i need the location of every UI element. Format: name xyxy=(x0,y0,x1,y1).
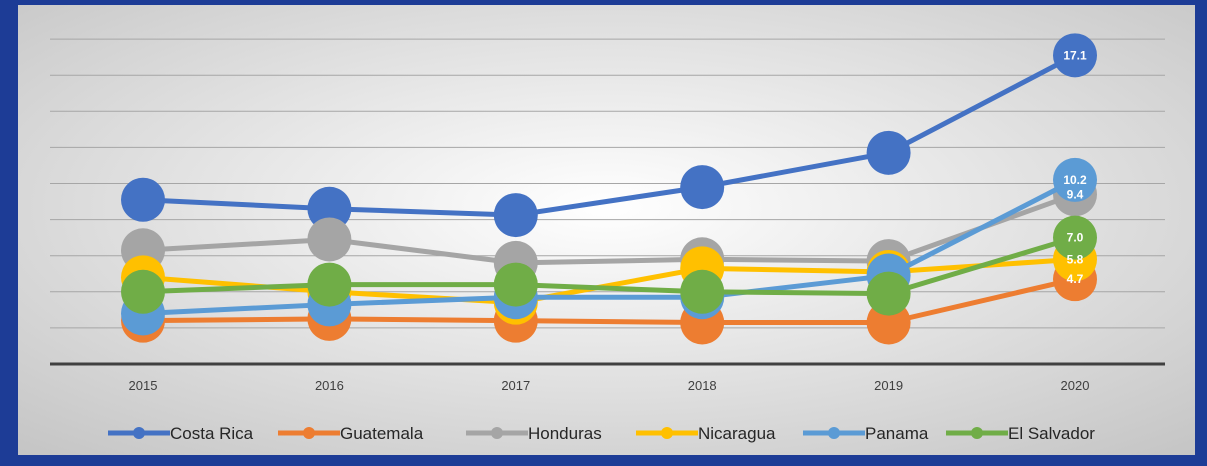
marker xyxy=(493,262,538,307)
series-line xyxy=(142,276,1076,325)
series-line xyxy=(142,191,1076,266)
marker xyxy=(1053,33,1097,78)
series-line xyxy=(142,177,1077,316)
series-line xyxy=(142,235,1076,297)
series-line xyxy=(142,53,1077,218)
legend-marker xyxy=(661,427,673,439)
marker xyxy=(680,269,725,314)
data-label: 5.8 xyxy=(1067,252,1084,266)
legend-label: Honduras xyxy=(528,424,602,443)
chart-panel xyxy=(18,5,1195,455)
x-tick-label: 2017 xyxy=(501,378,530,393)
marker xyxy=(307,262,352,307)
legend-marker xyxy=(971,427,983,439)
x-tick-label: 2015 xyxy=(129,378,158,393)
marker xyxy=(121,269,165,314)
data-label: 9.4 xyxy=(1067,187,1084,201)
legend-marker xyxy=(491,427,503,439)
legend-marker xyxy=(133,427,145,439)
marker xyxy=(1053,157,1097,202)
x-tick-label: 2020 xyxy=(1061,378,1090,393)
marker xyxy=(307,217,352,262)
legend-label: Panama xyxy=(865,424,929,443)
legend-label: Guatemala xyxy=(340,424,424,443)
marker xyxy=(680,165,725,210)
marker xyxy=(493,193,538,238)
legend-label: Nicaragua xyxy=(698,424,776,443)
marker xyxy=(866,271,911,316)
marker xyxy=(121,177,165,222)
legend-marker xyxy=(303,427,315,439)
data-label: 17.1 xyxy=(1063,48,1087,62)
legend-label: Costa Rica xyxy=(170,424,254,443)
marker xyxy=(1053,215,1097,260)
data-label: 4.7 xyxy=(1067,272,1084,286)
marker xyxy=(866,130,911,175)
data-label: 7.0 xyxy=(1067,231,1084,245)
marker xyxy=(307,186,352,231)
x-tick-label: 2019 xyxy=(874,378,903,393)
x-tick-label: 2016 xyxy=(315,378,344,393)
x-tick-label: 2018 xyxy=(688,378,717,393)
data-label: 10.2 xyxy=(1063,173,1087,187)
series-line xyxy=(142,256,1076,306)
legend-marker xyxy=(828,427,840,439)
legend-label: El Salvador xyxy=(1008,424,1095,443)
